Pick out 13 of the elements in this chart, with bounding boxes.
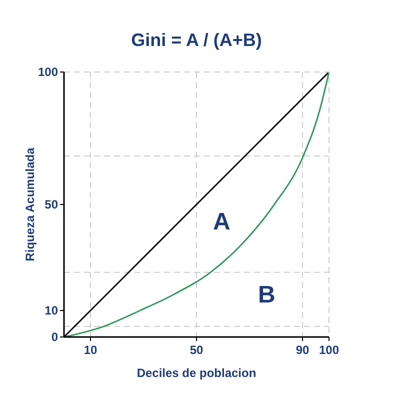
x-tick-label: 10 [84,343,98,357]
chart-title: Gini = A / (A+B) [131,30,262,50]
y-tick-label: 100 [38,65,58,79]
y-tick-label: 50 [44,198,58,212]
x-tick-label: 90 [296,343,310,357]
x-axis-title: Deciles de poblacion [136,366,256,380]
y-tick-label: 10 [44,304,58,318]
y-axis-title: Riqueza Acumulada [23,147,37,262]
x-tick-label: 50 [190,343,204,357]
x-tick-label: 100 [318,343,340,357]
annotation: B [258,282,276,309]
annotation: A [213,208,230,236]
y-tick-label: 0 [51,330,58,344]
